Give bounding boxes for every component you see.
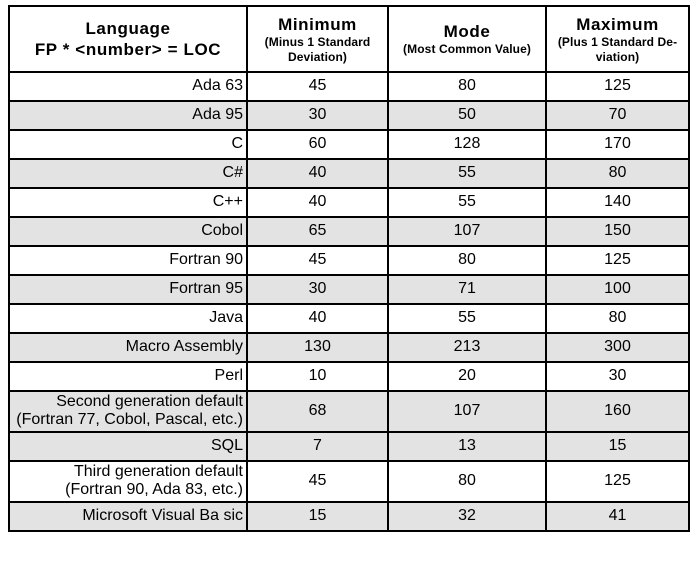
mode-cell: 55 (387, 303, 547, 334)
mode-cell: 128 (387, 129, 547, 160)
minimum-cell: 130 (246, 332, 389, 363)
language-cell: Macro Assembly (8, 332, 248, 363)
minimum-cell: 45 (246, 459, 389, 503)
minimum-cell: 15 (246, 500, 389, 532)
language-header-formula: FP * <number> = LOC (34, 40, 222, 59)
table-row: Microsoft Visual Ba sic 15 32 41 (8, 500, 690, 532)
maximum-cell: 300 (545, 332, 690, 363)
table-row: Ada 95 30 50 70 (8, 100, 690, 131)
mode-cell: 80 (387, 71, 547, 102)
table-row: Fortran 95 30 71 100 (8, 274, 690, 305)
maximum-cell: 125 (545, 245, 690, 276)
language-cell: Java (8, 303, 248, 334)
mode-cell: 213 (387, 332, 547, 363)
column-header-maximum: Maximum (Plus 1 Standard De-viation) (545, 5, 690, 73)
maximum-cell: 140 (545, 187, 690, 218)
table-row: Java 40 55 80 (8, 303, 690, 334)
language-header-title: Language (85, 18, 171, 38)
maximum-cell: 160 (545, 390, 690, 433)
page: Language FP * <number> = LOC Minimum (Mi… (8, 5, 690, 532)
minimum-cell: 45 (246, 71, 389, 102)
language-cell: Ada 63 (8, 71, 248, 102)
language-cell: Cobol (8, 216, 248, 247)
minimum-cell: 40 (246, 303, 389, 334)
minimum-cell: 30 (246, 274, 389, 305)
mode-cell: 55 (387, 187, 547, 218)
maximum-cell: 80 (545, 303, 690, 334)
language-cell: Fortran 90 (8, 245, 248, 276)
minimum-header-subtitle: (Minus 1 Standard Deviation) (264, 35, 371, 64)
mode-cell: 107 (387, 390, 547, 433)
minimum-header-title: Minimum (278, 14, 357, 34)
table-row: Second generation default (Fortran 77, C… (8, 390, 690, 433)
table-row: Ada 63 45 80 125 (8, 71, 690, 102)
maximum-header-title: Maximum (576, 14, 659, 34)
table-row: Fortran 90 45 80 125 (8, 245, 690, 276)
maximum-header-subtitle: (Plus 1 Standard De-viation) (557, 35, 678, 64)
column-header-language: Language FP * <number> = LOC (8, 5, 248, 73)
table-row: Third generation default (Fortran 90, Ad… (8, 459, 690, 503)
minimum-cell: 30 (246, 100, 389, 131)
minimum-cell: 65 (246, 216, 389, 247)
mode-cell: 80 (387, 245, 547, 276)
table-row: Cobol 65 107 150 (8, 216, 690, 247)
maximum-cell: 15 (545, 430, 690, 462)
maximum-cell: 70 (545, 100, 690, 131)
minimum-cell: 40 (246, 158, 389, 189)
maximum-cell: 125 (545, 71, 690, 102)
mode-cell: 50 (387, 100, 547, 131)
maximum-cell: 170 (545, 129, 690, 160)
table-row: C 60 128 170 (8, 129, 690, 160)
table-row: C# 40 55 80 (8, 158, 690, 189)
column-header-minimum: Minimum (Minus 1 Standard Deviation) (246, 5, 389, 73)
mode-cell: 80 (387, 459, 547, 503)
maximum-cell: 125 (545, 459, 690, 503)
mode-cell: 20 (387, 361, 547, 392)
mode-cell: 32 (387, 500, 547, 532)
language-cell: Perl (8, 361, 248, 392)
minimum-cell: 60 (246, 129, 389, 160)
language-cell: Microsoft Visual Ba sic (8, 500, 248, 532)
maximum-cell: 80 (545, 158, 690, 189)
table-row: C++ 40 55 140 (8, 187, 690, 218)
maximum-cell: 100 (545, 274, 690, 305)
mode-cell: 107 (387, 216, 547, 247)
mode-cell: 55 (387, 158, 547, 189)
language-cell: C++ (8, 187, 248, 218)
language-cell: C (8, 129, 248, 160)
language-cell: Third generation default (Fortran 90, Ad… (8, 459, 248, 503)
minimum-cell: 40 (246, 187, 389, 218)
language-cell: C# (8, 158, 248, 189)
fp-loc-conversion-table: Language FP * <number> = LOC Minimum (Mi… (8, 5, 690, 532)
maximum-cell: 30 (545, 361, 690, 392)
maximum-cell: 150 (545, 216, 690, 247)
maximum-cell: 41 (545, 500, 690, 532)
minimum-cell: 68 (246, 390, 389, 433)
minimum-cell: 7 (246, 430, 389, 462)
language-cell: Fortran 95 (8, 274, 248, 305)
language-cell: SQL (8, 430, 248, 462)
mode-cell: 71 (387, 274, 547, 305)
header-row: Language FP * <number> = LOC Minimum (Mi… (8, 5, 690, 73)
table-body: Ada 63 45 80 125 Ada 95 30 50 70 C 60 128 170 C# 40 55… (8, 71, 690, 532)
mode-header-subtitle: (Most Common Value) (403, 42, 531, 57)
mode-cell: 13 (387, 430, 547, 462)
table-row: SQL 7 13 15 (8, 430, 690, 462)
language-cell: Ada 95 (8, 100, 248, 131)
table-row: Macro Assembly 130 213 300 (8, 332, 690, 363)
table-row: Perl 10 20 30 (8, 361, 690, 392)
minimum-cell: 45 (246, 245, 389, 276)
minimum-cell: 10 (246, 361, 389, 392)
mode-header-title: Mode (443, 22, 491, 42)
column-header-mode: Mode (Most Common Value) (387, 5, 547, 73)
language-cell: Second generation default (Fortran 77, C… (8, 390, 248, 433)
